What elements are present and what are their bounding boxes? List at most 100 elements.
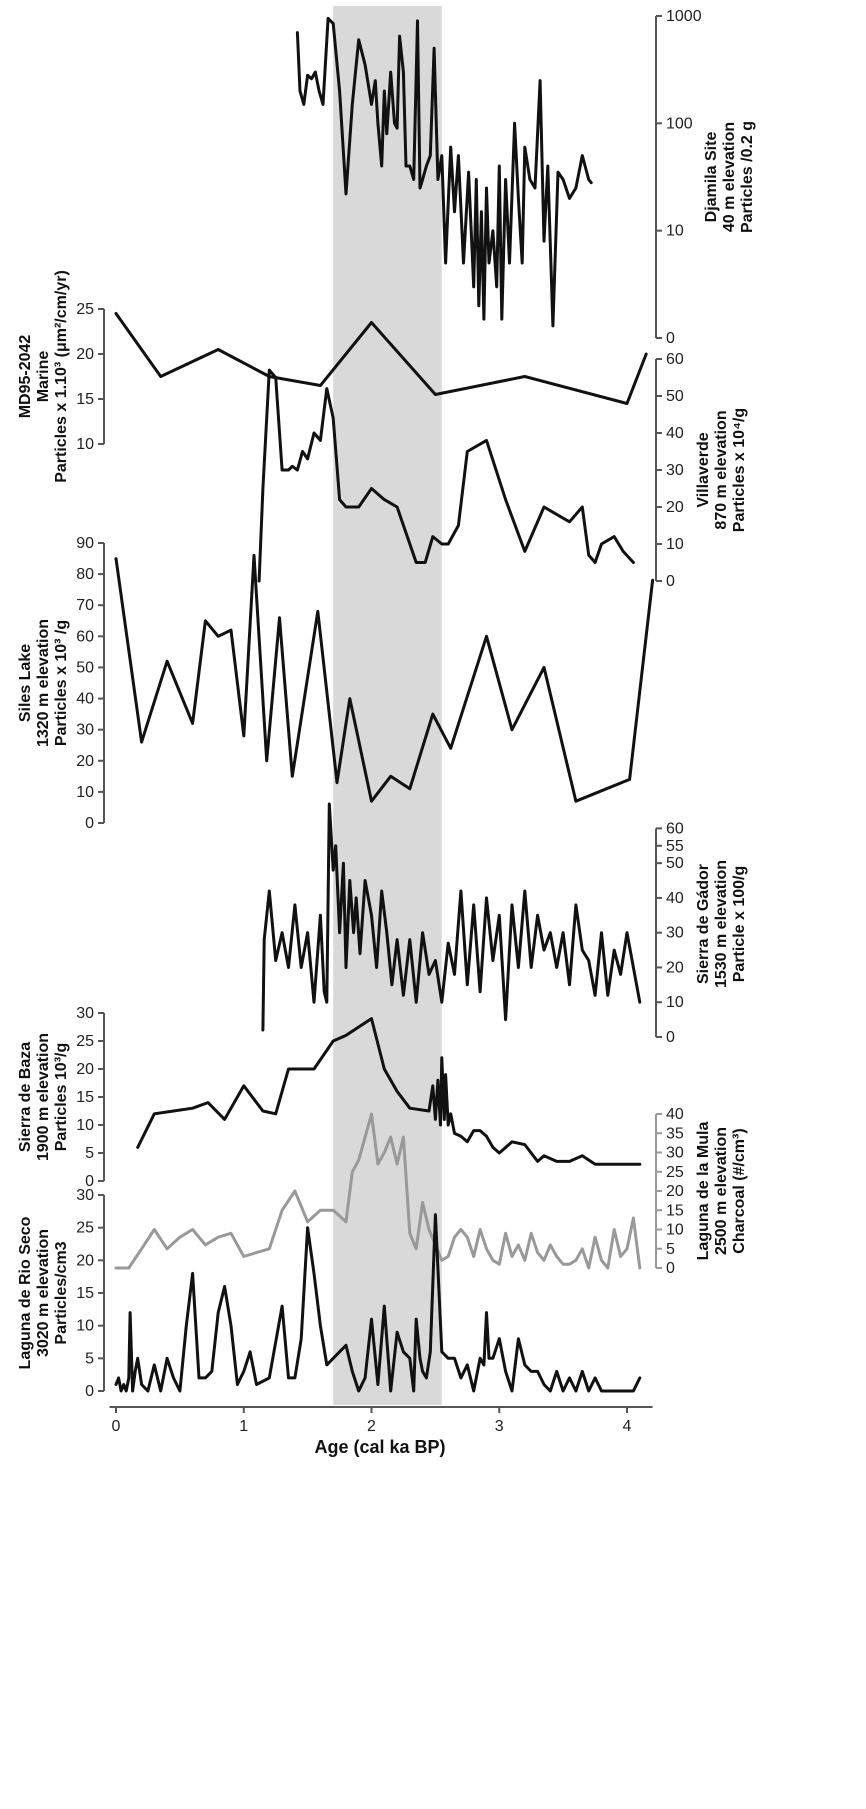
gador-series-line — [261, 802, 642, 1032]
gador-y-tick-label: 55 — [666, 838, 684, 855]
md95-series-line — [114, 312, 648, 405]
baza-axis-title-line: Particles 10³/g — [53, 1043, 70, 1152]
mula-y-tick-label: 30 — [666, 1145, 684, 1162]
baza-y-tick-label: 5 — [85, 1145, 94, 1162]
x-tick-label: 4 — [623, 1418, 632, 1435]
md95-y-tick-label: 25 — [76, 301, 94, 318]
siles-y-tick-label: 10 — [76, 784, 94, 801]
mula-y-tick-label: 35 — [666, 1125, 684, 1142]
gador-y-tick-label: 40 — [666, 890, 684, 907]
rioseco-y-tick-label: 10 — [76, 1318, 94, 1335]
siles-y-tick-label: 50 — [76, 659, 94, 676]
djamila-axis-title-line: Particles /0.2 g — [739, 121, 756, 233]
panel-villaverde: 0 10 20 30 40 50 60 Villaverde870 m elevationPa… — [257, 351, 748, 590]
panel-siles: 0 10 20 30 40 50 60 70 80 90 Siles Lake1320 m elev… — [17, 535, 655, 832]
baza-axis-title-line: Sierra de Baza — [17, 1042, 34, 1152]
panel-rioseco: 0 5 10 15 20 25 30 Laguna de Rio Seco3020 m ele… — [17, 1187, 642, 1400]
rioseco-y-tick-label: 25 — [76, 1220, 94, 1237]
villaverde-y-tick-label: 50 — [666, 388, 684, 405]
villaverde-y-tick-label: 30 — [666, 462, 684, 479]
baza-y-tick-label: 15 — [76, 1089, 94, 1106]
md95-y-tick-label: 15 — [76, 391, 94, 408]
siles-series-line — [114, 553, 655, 803]
md95-y-tick-label: 20 — [76, 346, 94, 363]
rioseco-axis-title-line: Particles/cm3 — [53, 1241, 70, 1344]
x-tick-label: 1 — [239, 1418, 248, 1435]
siles-y-tick-label: 30 — [76, 722, 94, 739]
villaverde-y-tick-label: 0 — [666, 573, 675, 590]
gador-y-tick-label: 30 — [666, 925, 684, 942]
gador-y-tick-label: 60 — [666, 820, 684, 837]
gador-y-tick-label: 20 — [666, 959, 684, 976]
gador-y-tick-label: 50 — [666, 855, 684, 872]
x-tick-label: 3 — [495, 1418, 504, 1435]
villaverde-y-tick-label: 60 — [666, 351, 684, 368]
mula-axis-title-line: Charcoal (#/cm³) — [731, 1128, 748, 1253]
rioseco-axis-title: Laguna de Rio Seco3020 m elevationPartic… — [17, 1216, 70, 1369]
x-tick-label: 2 — [367, 1418, 376, 1435]
siles-y-tick-label: 60 — [76, 628, 94, 645]
djamila-y-tick-label: 10 — [666, 223, 684, 240]
rioseco-y-tick-label: 20 — [76, 1252, 94, 1269]
baza-series-line — [136, 1017, 642, 1166]
x-tick-label: 0 — [112, 1418, 121, 1435]
mula-y-tick-label: 40 — [666, 1106, 684, 1123]
baza-y-tick-label: 20 — [76, 1061, 94, 1078]
mula-y-tick-label: 15 — [666, 1202, 684, 1219]
rioseco-y-tick-label: 30 — [76, 1187, 94, 1204]
gador-axis-title-line: Particle x 100/g — [731, 866, 748, 983]
villaverde-y-tick-label: 20 — [666, 499, 684, 516]
baza-y-tick-label: 25 — [76, 1033, 94, 1050]
gador-axis-title-line: 1530 m elevation — [713, 860, 730, 988]
siles-y-tick-label: 0 — [85, 815, 94, 832]
siles-y-tick-label: 80 — [76, 566, 94, 583]
mula-y-tick-label: 25 — [666, 1164, 684, 1181]
siles-axis-title-line: 1320 m elevation — [35, 619, 52, 747]
mula-y-tick-label: 5 — [666, 1241, 675, 1258]
siles-y-tick-label: 70 — [76, 597, 94, 614]
villaverde-series-line — [257, 368, 635, 583]
villaverde-y-tick-label: 10 — [666, 536, 684, 553]
djamila-y-tick-label: 100 — [666, 115, 693, 132]
panel-md95: 10 15 20 25 MD95-2042MarineParticles x 1.10³… — [17, 270, 648, 483]
baza-axis-title: Sierra de Baza1900 m elevationParticles … — [17, 1033, 70, 1161]
md95-axis-title-line: MD95-2042 — [17, 335, 34, 419]
panel-djamila: 0 10 100 1000 Djamila Site40 m elevationPart… — [295, 8, 756, 347]
siles-axis-title-line: Particles x 10³ /g — [53, 620, 70, 746]
rioseco-axis-title-line: 3020 m elevation — [35, 1229, 52, 1357]
gador-y-tick-label: 0 — [666, 1029, 675, 1046]
villaverde-axis-title-line: Villaverde — [695, 432, 712, 507]
mula-y-tick-label: 20 — [666, 1183, 684, 1200]
md95-axis-title-line: Particles x 1.10³ (μm²/cm/yr) — [53, 270, 70, 483]
rioseco-y-tick-label: 15 — [76, 1285, 94, 1302]
villaverde-axis-title-line: Particles x 10⁴/g — [731, 408, 748, 532]
baza-y-tick-label: 30 — [76, 1005, 94, 1022]
djamila-y-tick-label: 1000 — [666, 8, 702, 25]
gador-y-tick-label: 10 — [666, 994, 684, 1011]
rioseco-axis-title-line: Laguna de Rio Seco — [17, 1216, 34, 1369]
rioseco-y-tick-label: 5 — [85, 1350, 94, 1367]
villaverde-y-tick-label: 40 — [666, 425, 684, 442]
md95-y-tick-label: 10 — [76, 436, 94, 453]
mula-y-tick-label: 0 — [666, 1260, 675, 1277]
baza-y-tick-label: 0 — [85, 1173, 94, 1190]
rioseco-series-line — [114, 1213, 642, 1393]
djamila-y-tick-label: 0 — [666, 330, 675, 347]
djamila-axis-title: Djamila Site40 m elevationParticles /0.2… — [703, 121, 756, 233]
panel-baza: 0 5 10 15 20 25 30 Sierra de Baza1900 m elevati… — [17, 1005, 642, 1190]
siles-axis-title-line: Siles Lake — [17, 644, 34, 722]
mula-axis-title-line: 2500 m elevation — [713, 1127, 730, 1255]
siles-y-tick-label: 90 — [76, 535, 94, 552]
villaverde-axis-title-line: 870 m elevation — [713, 410, 730, 529]
rioseco-y-tick-label: 0 — [85, 1383, 94, 1400]
villaverde-axis-title: Villaverde870 m elevationParticles x 10⁴… — [695, 408, 748, 532]
gador-axis-title-line: Sierra de Gádor — [695, 864, 712, 984]
siles-axis-title: Siles Lake1320 m elevationParticles x 10… — [17, 619, 70, 747]
mula-axis-title-line: Laguna de la Mula — [695, 1122, 712, 1261]
djamila-axis-title-line: Djamila Site — [703, 132, 720, 223]
x-axis: 0 1 2 3 4 Age (cal ka BP) — [109, 1406, 653, 1457]
md95-axis-title: MD95-2042MarineParticles x 1.10³ (μm²/cm… — [17, 270, 70, 483]
